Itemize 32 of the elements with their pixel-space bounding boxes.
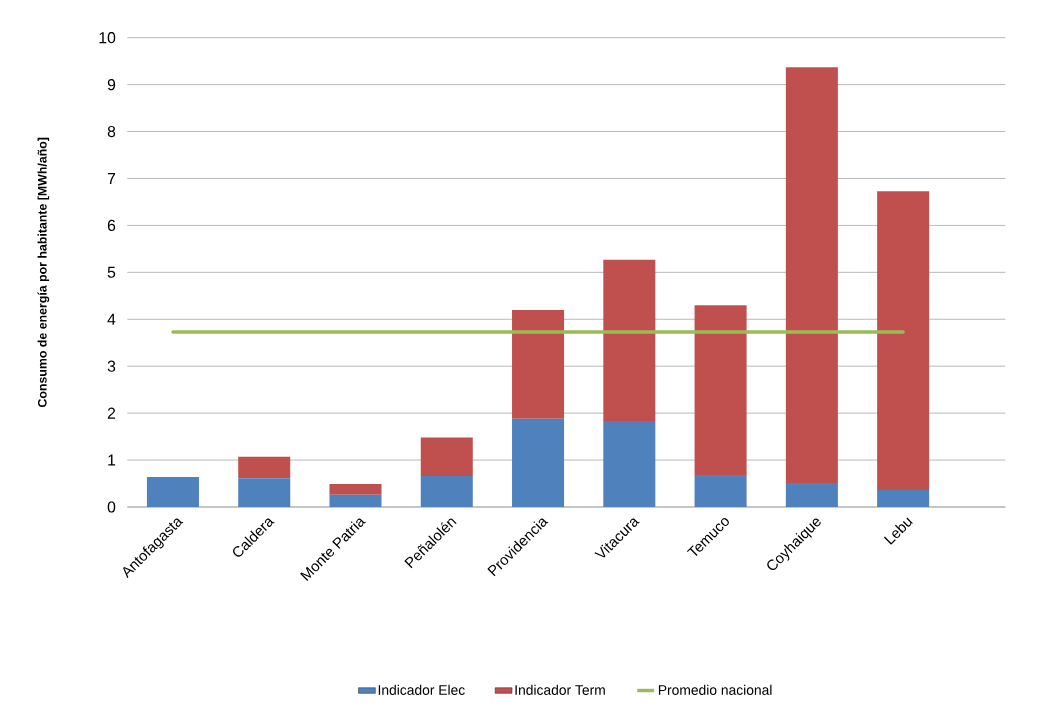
legend-label: Indicador Elec <box>378 684 465 695</box>
bar <box>420 437 473 476</box>
bar <box>603 259 656 421</box>
bar <box>785 67 838 483</box>
bar <box>877 489 930 507</box>
bar <box>146 476 199 507</box>
y-tick-label: 4 <box>107 313 116 325</box>
y-tick-label: 0 <box>107 501 116 513</box>
bar <box>694 474 747 507</box>
bar <box>512 418 565 507</box>
y-tick-label: 3 <box>107 360 116 372</box>
bar <box>420 475 473 507</box>
bar <box>512 309 565 419</box>
y-tick-label: 8 <box>107 125 116 137</box>
legend-label: Indicador Term <box>515 684 605 695</box>
y-tick-label: 7 <box>107 172 116 184</box>
y-tick-label: 9 <box>107 78 116 91</box>
bar <box>329 494 382 507</box>
bar <box>694 305 747 475</box>
y-tick-label: 1 <box>108 454 116 466</box>
bar <box>785 482 838 507</box>
bar <box>238 456 291 479</box>
y-tick-label: 5 <box>107 266 116 278</box>
bar <box>603 420 656 507</box>
legend-label: Promedio nacional <box>658 684 772 695</box>
bar <box>877 190 930 490</box>
bar <box>238 478 291 507</box>
y-tick-label: 6 <box>107 219 116 231</box>
bar <box>329 483 382 495</box>
y-tick-label: 2 <box>107 407 116 419</box>
y-axis-title: Consumo de energía por habitante [MWh/año] <box>37 137 50 407</box>
y-tick-label: 10 <box>99 31 116 44</box>
